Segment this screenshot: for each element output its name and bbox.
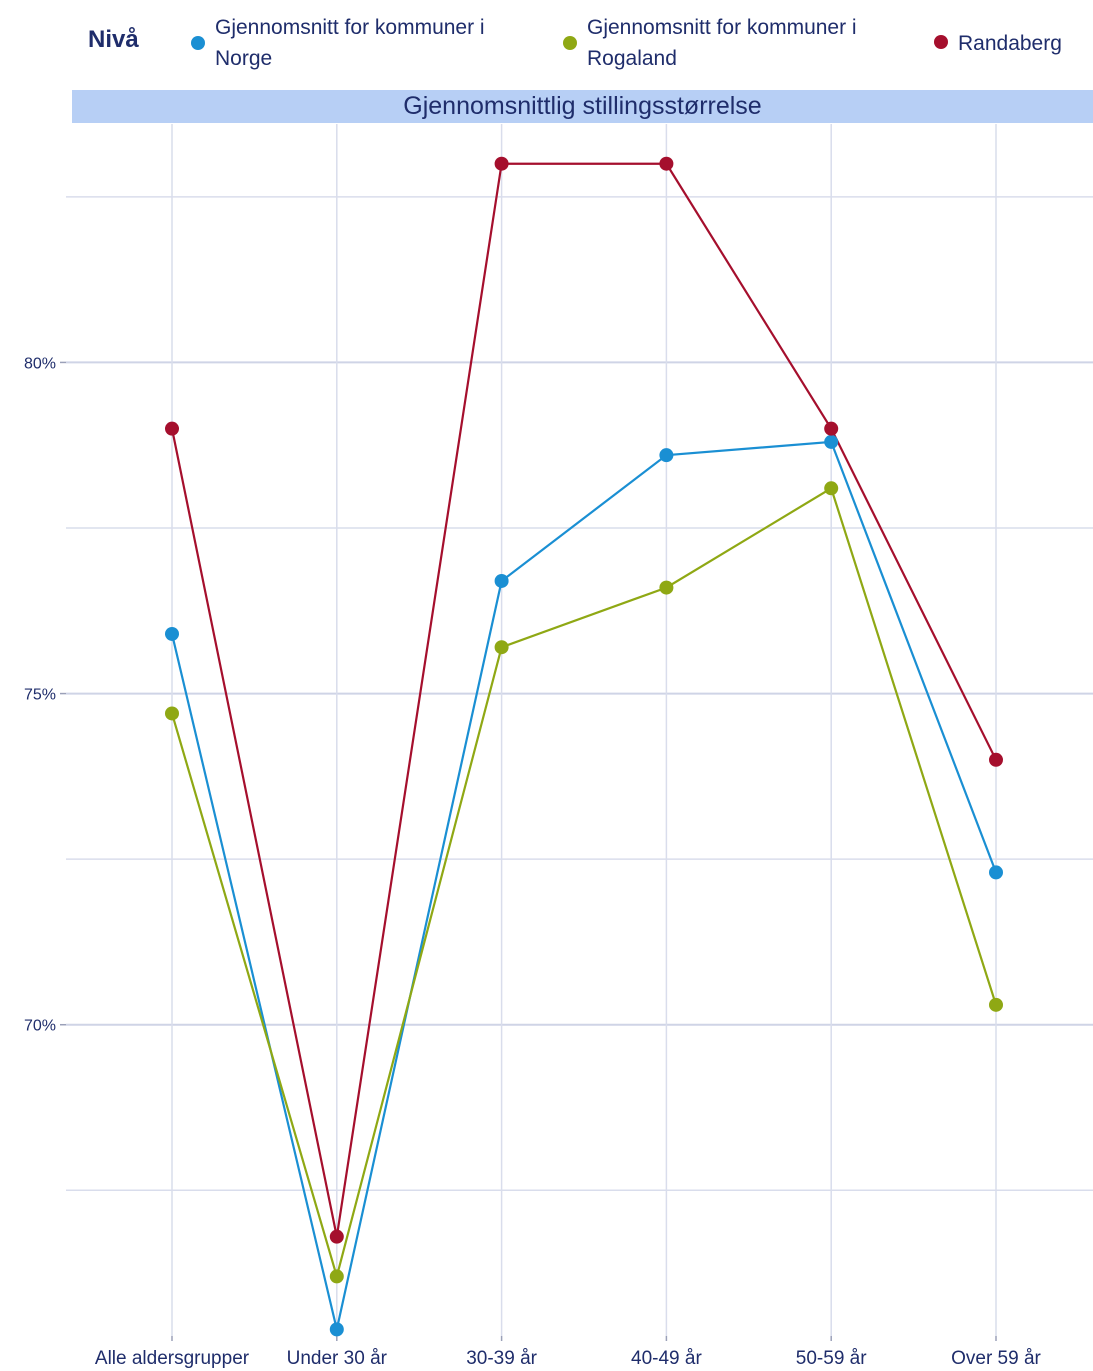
data-point: [824, 421, 839, 436]
y-tick-label: 70%: [24, 1018, 56, 1035]
data-point: [659, 580, 674, 595]
data-point: [329, 1322, 344, 1337]
legend-dot-randaberg: [934, 35, 948, 49]
x-tick-label: 30-39 år: [466, 1348, 537, 1369]
data-point: [165, 626, 179, 641]
data-point: [989, 752, 1003, 767]
x-axis: Alle aldersgrupper Under 30 år 30-39 år 40-…: [95, 1336, 1042, 1369]
data-point: [329, 1229, 344, 1244]
x-tick-label: Under 30 år: [287, 1348, 388, 1369]
y-tick-label: 75%: [24, 687, 56, 704]
x-tick-label: 40-49 år: [631, 1348, 702, 1369]
legend-title: Nivå: [88, 26, 139, 53]
data-point: [165, 706, 179, 721]
legend-dot-rogaland: [563, 36, 577, 50]
data-point: [494, 573, 509, 588]
legend-dot-norge: [191, 36, 205, 50]
chart-title: Gjennomsnittlig stillingsstørrelse: [72, 90, 1093, 123]
series-line-0: [170, 440, 998, 1330]
series-line-1: [170, 486, 998, 1281]
x-tick-label: 50-59 år: [796, 1348, 867, 1369]
grid-minor: [66, 196, 1093, 1192]
data-point: [165, 421, 179, 436]
data-point: [824, 434, 839, 449]
legend-item-randaberg[interactable]: Randaberg: [934, 28, 1062, 59]
series-line-2: [170, 162, 997, 1237]
data-point: [494, 640, 509, 655]
grid-major: [66, 361, 1093, 1026]
legend-item-rogaland[interactable]: Gjennomsnitt for kommuner i Rogaland: [563, 12, 907, 74]
x-tick-label: Alle aldersgrupper: [95, 1348, 250, 1369]
grid-x: [171, 124, 997, 1336]
data-point: [494, 156, 509, 171]
data-point: [989, 865, 1003, 880]
legend: Nivå Gjennomsnitt for kommuner i Norge G…: [0, 0, 1093, 86]
data-point: [329, 1269, 344, 1284]
legend-label-norge: Gjennomsnitt for kommuner i Norge: [215, 16, 485, 70]
data-point: [659, 156, 674, 171]
x-tick-label: Over 59 år: [951, 1348, 1041, 1369]
y-axis: 70% 75% 80%: [24, 355, 66, 1035]
series-layer: [165, 156, 1003, 1337]
data-point: [659, 448, 674, 463]
legend-label-rogaland: Gjennomsnitt for kommuner i Rogaland: [587, 16, 857, 70]
data-point: [989, 997, 1003, 1012]
legend-label-randaberg: Randaberg: [958, 32, 1062, 55]
y-tick-label: 80%: [24, 355, 56, 372]
data-point: [824, 481, 839, 496]
legend-item-norge[interactable]: Gjennomsnitt for kommuner i Norge: [191, 12, 535, 74]
